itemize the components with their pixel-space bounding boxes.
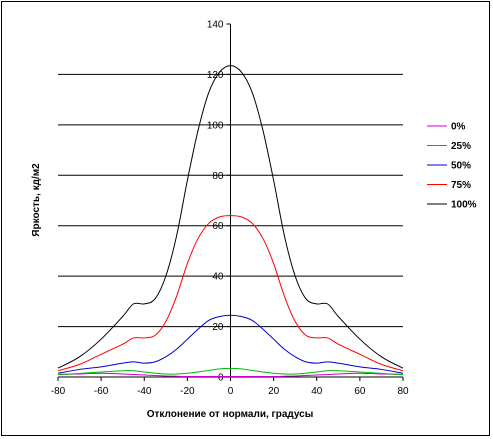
legend-label-0pct: 0% — [451, 122, 466, 133]
x-tick-label-0: -80 — [51, 386, 66, 397]
y-tick-label-5: 100 — [207, 120, 224, 131]
y-tick-label-0: 0 — [218, 373, 224, 384]
x-tick-label-1: -60 — [94, 386, 109, 397]
y-tick-label-6: 120 — [207, 70, 224, 81]
x-tick-label-3: -20 — [180, 386, 195, 397]
y-tick-label-1: 20 — [212, 322, 224, 333]
x-tick-label-7: 60 — [354, 386, 366, 397]
x-tick-label-5: 20 — [268, 386, 280, 397]
axes — [58, 24, 403, 378]
legend-label-100pct: 100% — [451, 200, 477, 211]
x-axis-title: Отклонение от нормали, градусы — [147, 409, 314, 420]
series-line-25pct — [57, 367, 404, 375]
legend-label-75pct: 75% — [451, 180, 471, 191]
x-tick-label-8: 80 — [397, 386, 409, 397]
series-line-0pct — [57, 372, 404, 378]
series-line-100pct — [57, 65, 404, 369]
y-tick-label-7: 140 — [207, 20, 224, 31]
series-lines — [57, 65, 404, 378]
legend-label-50pct: 50% — [451, 161, 471, 172]
x-tick-labels: -80 -60 -40 -20 0 20 40 60 80 — [51, 377, 409, 397]
y-axis-title: Яркость, кд/м2 — [31, 163, 42, 237]
x-tick-label-6: 40 — [311, 386, 323, 397]
y-tick-label-2: 40 — [212, 272, 224, 283]
y-tick-label-3: 60 — [212, 221, 224, 232]
series-line-50pct — [57, 314, 404, 374]
x-tick-label-2: -40 — [137, 386, 152, 397]
legend-label-25pct: 25% — [451, 141, 471, 152]
legend: 0% 25% 50% 75% 100% — [427, 122, 477, 211]
y-tick-label-4: 80 — [212, 171, 224, 182]
x-tick-label-4: 0 — [228, 386, 234, 397]
series-line-75pct — [57, 215, 404, 372]
